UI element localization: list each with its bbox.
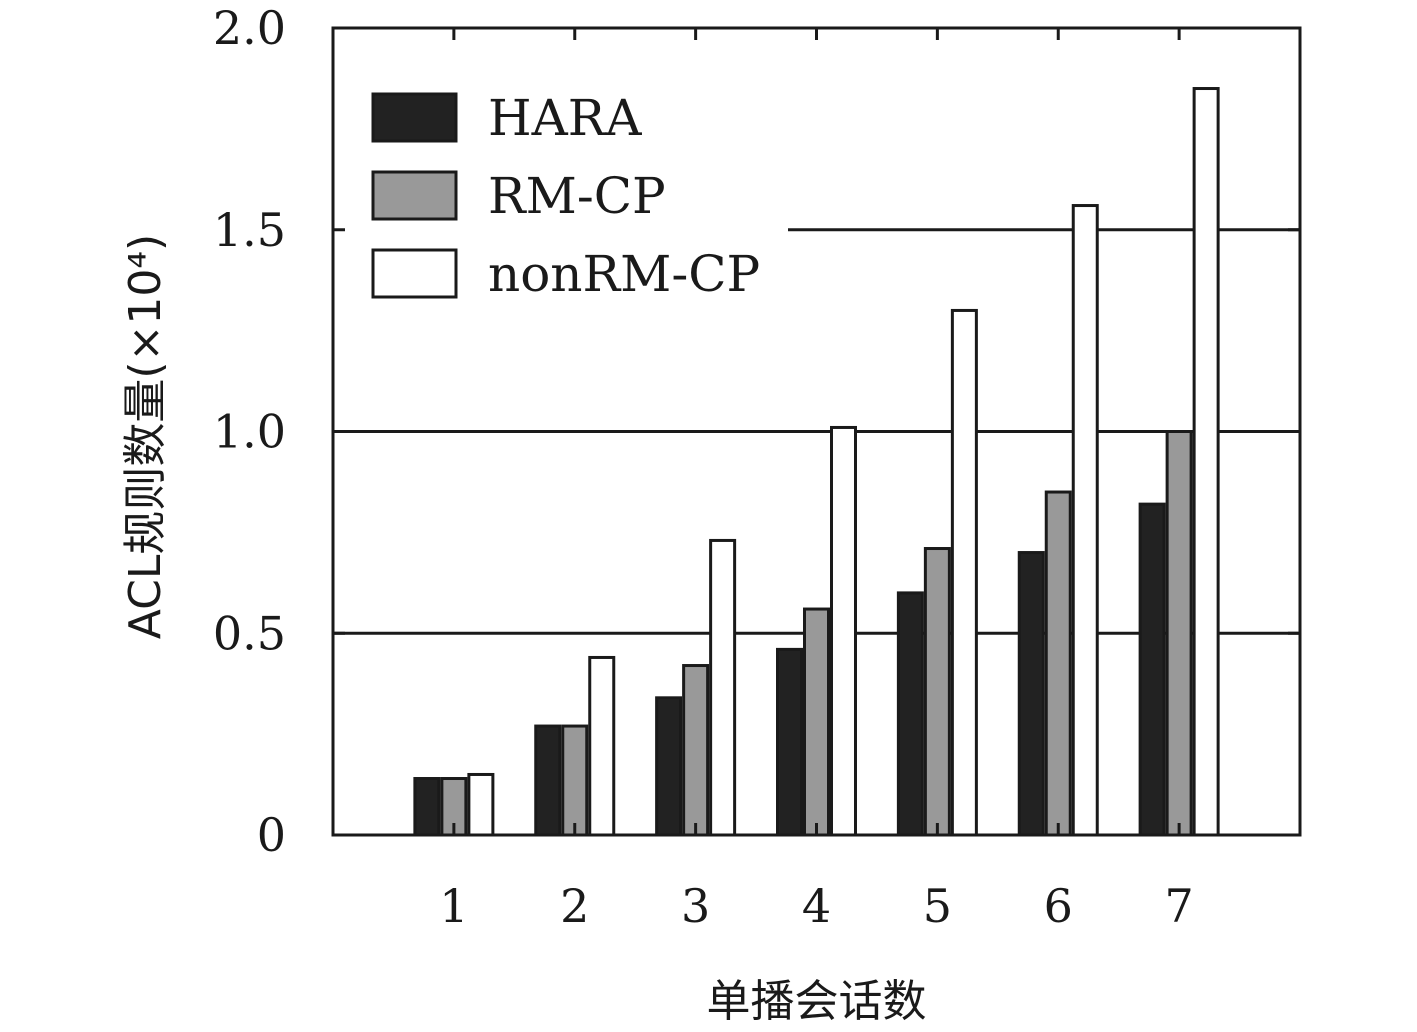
bar	[896, 591, 924, 837]
bar	[1044, 490, 1072, 837]
bar	[776, 647, 803, 837]
bar	[1017, 551, 1045, 837]
bar	[709, 538, 737, 837]
legend-swatch	[371, 92, 458, 143]
y-tick-label: 0	[257, 808, 286, 862]
legend-label: nonRM-CP	[488, 245, 760, 303]
x-tick-label: 5	[923, 879, 952, 933]
bar	[467, 772, 495, 837]
bar	[803, 607, 830, 837]
bar	[1071, 204, 1099, 837]
legend-swatch	[371, 248, 458, 299]
x-tick-labels: 1 2 3 4 5 6 7	[439, 879, 1194, 933]
x-axis-label: 单播会话数	[707, 976, 927, 1027]
x-tick-label: 3	[681, 879, 710, 933]
y-tick-label: 1.0	[213, 405, 286, 459]
bar	[561, 724, 589, 837]
bar	[682, 664, 710, 837]
y-tick-label: 0.5	[213, 606, 286, 660]
legend-label: HARA	[488, 89, 642, 147]
legend-label: RM-CP	[488, 167, 666, 225]
bar	[534, 724, 562, 837]
bars-group	[413, 87, 1220, 837]
bar	[1192, 87, 1220, 837]
y-tick-labels: 0 0.5 1.0 1.5 2.0	[213, 1, 286, 862]
bar	[830, 425, 857, 837]
bar	[923, 547, 951, 837]
x-tick-label: 2	[560, 879, 589, 933]
bar	[655, 696, 683, 837]
bar	[413, 777, 441, 837]
x-tick-label: 6	[1044, 879, 1073, 933]
y-tick-label: 2.0	[213, 1, 286, 55]
bar	[588, 655, 616, 837]
x-tick-label: 1	[439, 879, 468, 933]
axis-ticks	[333, 26, 1300, 837]
y-tick-label: 1.5	[213, 203, 286, 257]
bar	[950, 308, 978, 837]
y-axis-label: ACL规则数量(×10⁴)	[120, 234, 171, 639]
x-tick-label: 4	[802, 879, 831, 933]
legend-swatch	[371, 170, 458, 221]
bar	[1165, 430, 1193, 837]
bar	[1138, 502, 1166, 837]
x-tick-label: 7	[1164, 879, 1193, 933]
legend: HARA RM-CP nonRM-CP	[371, 89, 760, 303]
